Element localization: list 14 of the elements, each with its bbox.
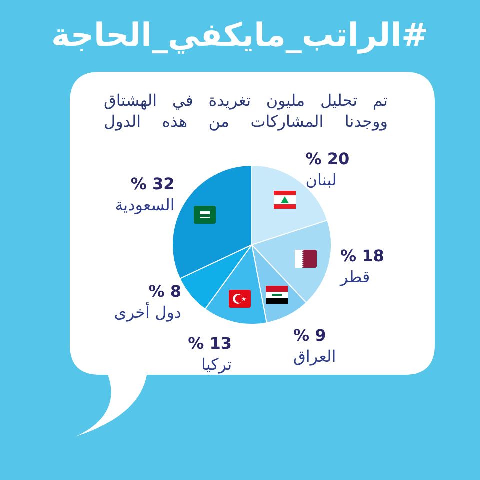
data-label: 9 % xyxy=(294,326,326,346)
data-label: 32 % xyxy=(130,174,175,194)
chart-subtitle: تم تحليل مليون تغريدة في الهشتاق ووجدنا المشاركات من هذه الدول xyxy=(104,90,388,132)
slice-label: دول أخرى xyxy=(114,302,182,322)
chart-title: #الراتب_مايكفي_الحاجة xyxy=(50,15,430,56)
slice-label: لبنان xyxy=(306,170,337,190)
data-label: 13 % xyxy=(188,334,232,353)
slice-label: العراق xyxy=(294,347,336,366)
slice-label: تركيا xyxy=(201,354,232,374)
data-label: 20 % xyxy=(306,150,350,169)
slice-label: قطر xyxy=(340,267,370,286)
slice-label: السعودية xyxy=(115,196,175,215)
data-label: 18 % xyxy=(340,246,384,266)
data-label: 8 % xyxy=(148,282,182,301)
